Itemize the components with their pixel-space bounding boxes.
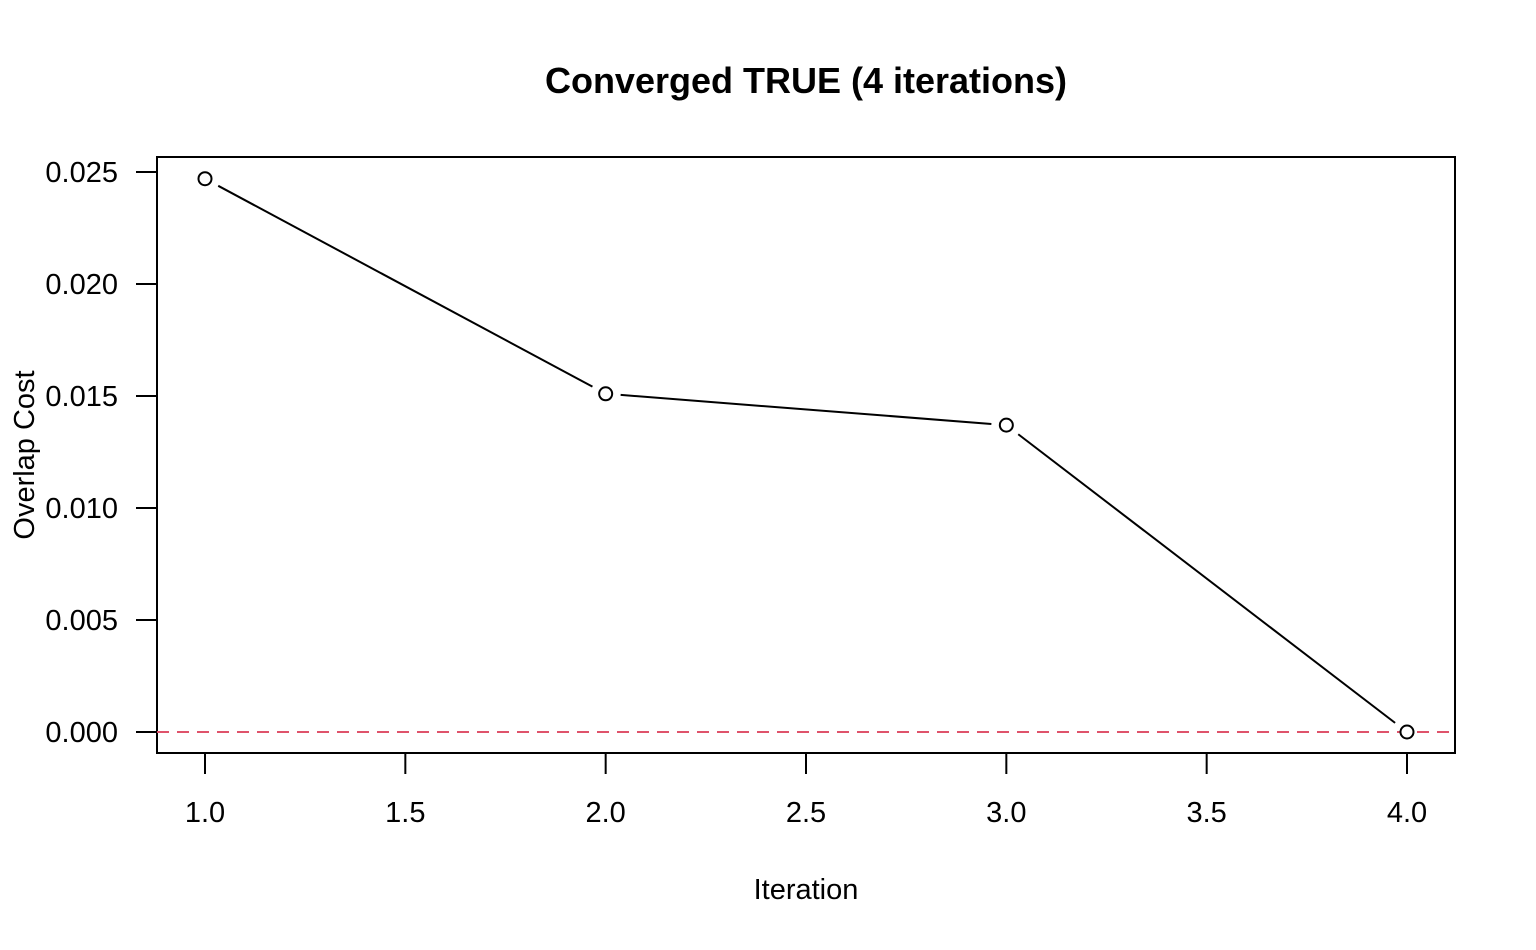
x-tick-label: 1.5 bbox=[385, 797, 425, 829]
x-tick-label: 2.0 bbox=[586, 797, 626, 829]
x-tick-label: 3.5 bbox=[1187, 797, 1227, 829]
y-tick-label: 0.020 bbox=[45, 269, 118, 301]
y-tick-label: 0.005 bbox=[45, 605, 118, 637]
data-point bbox=[598, 386, 614, 402]
data-point bbox=[998, 417, 1014, 433]
y-tick-label: 0.025 bbox=[45, 157, 118, 189]
x-tick-label: 4.0 bbox=[1387, 797, 1427, 829]
chart-title: Converged TRUE (4 iterations) bbox=[545, 60, 1067, 101]
y-tick-label: 0.010 bbox=[45, 493, 118, 525]
x-tick-label: 3.0 bbox=[986, 797, 1026, 829]
data-point bbox=[197, 171, 213, 187]
series-line-segment bbox=[620, 393, 992, 425]
series-line-segment bbox=[217, 184, 593, 388]
x-tick-label: 1.0 bbox=[185, 797, 225, 829]
y-axis-label: Overlap Cost bbox=[9, 370, 41, 539]
series-line-segment bbox=[1017, 433, 1396, 724]
plot-frame bbox=[156, 156, 1456, 754]
x-axis: 1.0 1.5 2.0 2.5 3.0 3.5 4.0 bbox=[185, 752, 1427, 829]
series-group bbox=[197, 171, 1415, 740]
y-tick-label: 0.015 bbox=[45, 381, 118, 413]
x-tick-label: 2.5 bbox=[786, 797, 826, 829]
y-axis: 0.000 0.005 0.010 0.015 0.020 0.025 bbox=[45, 157, 158, 749]
data-point bbox=[1399, 724, 1415, 740]
x-axis-label: Iteration bbox=[754, 874, 859, 906]
y-tick-label: 0.000 bbox=[45, 717, 118, 749]
